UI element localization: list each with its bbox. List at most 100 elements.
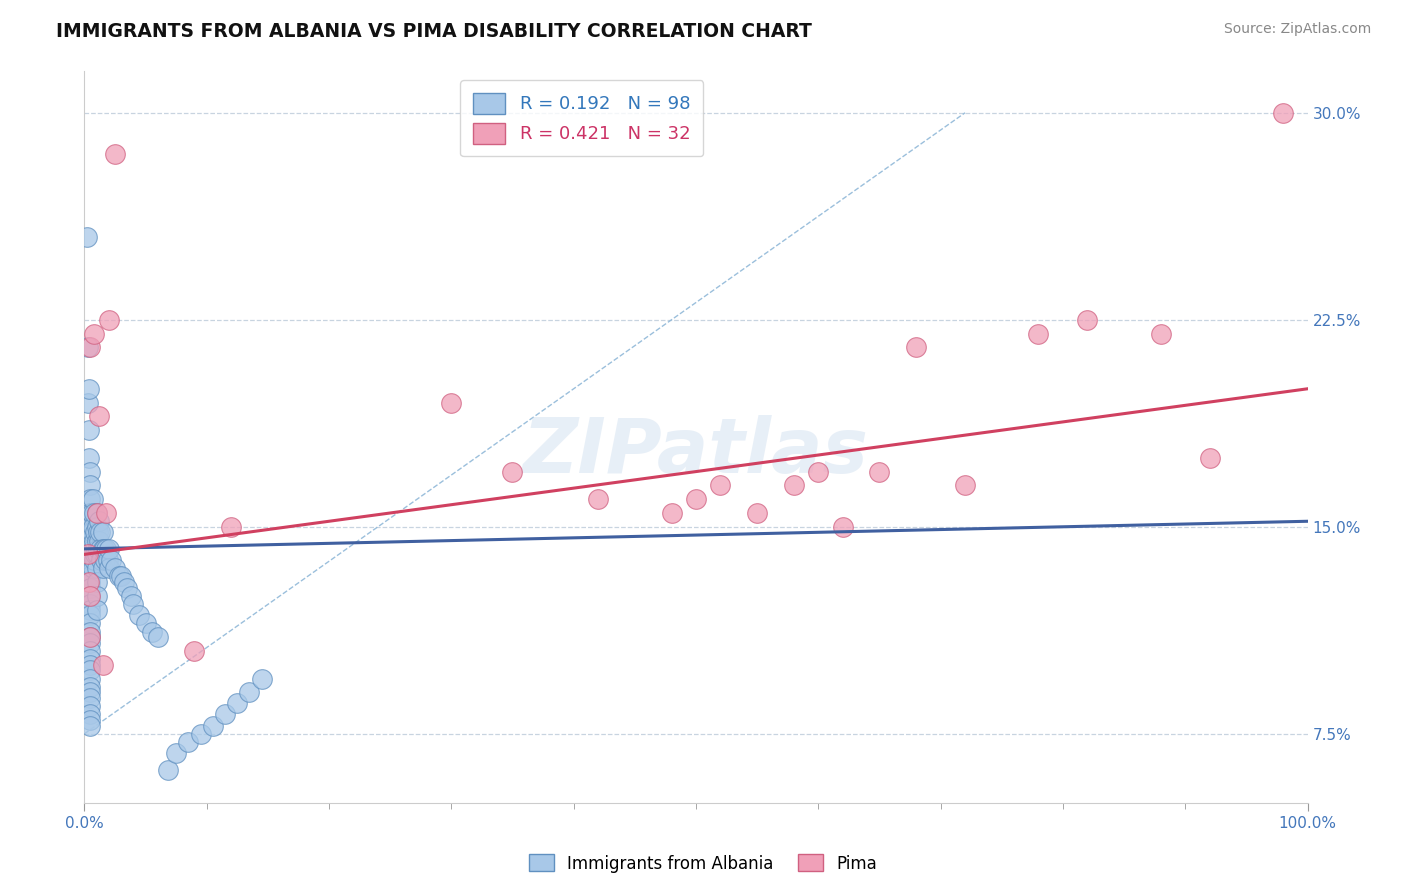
Point xyxy=(86,548,108,562)
Point xyxy=(79,541,101,556)
Point xyxy=(82,520,104,534)
Point xyxy=(86,506,108,520)
Point xyxy=(177,735,200,749)
Point xyxy=(79,574,101,589)
Point xyxy=(87,525,110,540)
Point xyxy=(79,533,101,548)
Point xyxy=(87,533,110,548)
Point xyxy=(86,533,108,548)
Point xyxy=(120,589,142,603)
Point xyxy=(79,690,101,705)
Point xyxy=(440,395,463,409)
Point xyxy=(94,553,117,567)
Point xyxy=(135,616,157,631)
Point xyxy=(110,569,132,583)
Point xyxy=(82,541,104,556)
Point xyxy=(79,713,101,727)
Point xyxy=(77,450,100,465)
Point xyxy=(91,525,114,540)
Point xyxy=(79,680,101,694)
Point xyxy=(183,644,205,658)
Point xyxy=(89,541,111,556)
Point xyxy=(79,672,101,686)
Point xyxy=(96,541,118,556)
Point xyxy=(76,230,98,244)
Point xyxy=(80,548,103,562)
Point xyxy=(97,561,120,575)
Point xyxy=(86,574,108,589)
Point xyxy=(107,569,129,583)
Point xyxy=(83,533,105,548)
Point xyxy=(91,561,114,575)
Point xyxy=(79,616,101,631)
Point xyxy=(1028,326,1050,341)
Point xyxy=(91,657,114,672)
Point xyxy=(89,525,111,540)
Point xyxy=(79,630,101,644)
Point xyxy=(79,553,101,567)
Point xyxy=(685,492,707,507)
Point xyxy=(165,746,187,760)
Text: ZIPatlas: ZIPatlas xyxy=(523,415,869,489)
Point xyxy=(79,644,101,658)
Point xyxy=(77,340,100,354)
Point xyxy=(86,520,108,534)
Point xyxy=(77,548,100,562)
Point xyxy=(79,569,101,583)
Point xyxy=(953,478,976,492)
Point xyxy=(97,541,120,556)
Point xyxy=(83,553,105,567)
Point xyxy=(79,561,101,575)
Point xyxy=(146,630,169,644)
Point xyxy=(84,525,107,540)
Point xyxy=(77,423,100,437)
Point xyxy=(831,520,853,534)
Point xyxy=(79,525,101,540)
Point xyxy=(79,589,101,603)
Point xyxy=(502,465,524,479)
Point xyxy=(79,707,101,722)
Point xyxy=(115,581,138,595)
Point xyxy=(807,465,830,479)
Point xyxy=(226,697,249,711)
Point xyxy=(97,553,120,567)
Point xyxy=(79,597,101,611)
Point xyxy=(82,561,104,575)
Point xyxy=(1076,312,1098,326)
Point xyxy=(79,652,101,666)
Point xyxy=(104,561,127,575)
Point xyxy=(201,718,224,732)
Point xyxy=(97,312,120,326)
Point xyxy=(190,727,212,741)
Point xyxy=(86,589,108,603)
Point xyxy=(80,506,103,520)
Point xyxy=(82,492,104,507)
Point xyxy=(83,506,105,520)
Point xyxy=(1150,326,1173,341)
Point xyxy=(79,699,101,714)
Point xyxy=(79,657,101,672)
Point xyxy=(79,492,101,507)
Point xyxy=(79,340,101,354)
Point xyxy=(79,548,101,562)
Point xyxy=(84,548,107,562)
Point xyxy=(661,506,683,520)
Point xyxy=(90,553,112,567)
Point xyxy=(79,602,101,616)
Point xyxy=(83,326,105,341)
Text: Source: ZipAtlas.com: Source: ZipAtlas.com xyxy=(1223,22,1371,37)
Point xyxy=(77,395,100,409)
Point xyxy=(104,147,127,161)
Point xyxy=(96,506,118,520)
Point xyxy=(141,624,163,639)
Point xyxy=(86,561,108,575)
Point xyxy=(77,382,100,396)
Point xyxy=(112,574,135,589)
Point xyxy=(79,718,101,732)
Point xyxy=(86,602,108,616)
Point xyxy=(783,478,806,492)
Point xyxy=(747,506,769,520)
Point xyxy=(79,636,101,650)
Point xyxy=(87,514,110,528)
Point xyxy=(79,630,101,644)
